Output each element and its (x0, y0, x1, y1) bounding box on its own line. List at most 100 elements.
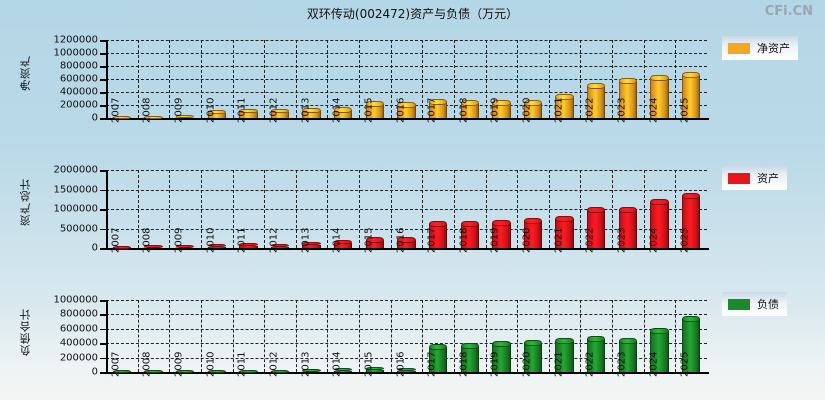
bar[interactable] (618, 338, 638, 372)
bar[interactable] (428, 221, 448, 248)
y-tick-label: 0 (91, 366, 98, 378)
bar[interactable] (365, 101, 385, 118)
y-tick-mark (100, 343, 106, 345)
bar[interactable] (460, 221, 479, 248)
bar[interactable] (492, 220, 511, 248)
bar[interactable] (334, 240, 353, 248)
bar[interactable] (144, 115, 163, 119)
bar-cap (302, 108, 321, 114)
bar[interactable] (650, 328, 669, 372)
bar[interactable] (302, 241, 321, 248)
bar[interactable] (492, 341, 511, 372)
x-tick-label: 2021 (553, 351, 565, 377)
bar[interactable] (112, 369, 131, 373)
gridline-v (517, 40, 519, 118)
y-tick-mark (100, 372, 106, 374)
bar[interactable] (397, 237, 416, 248)
bar[interactable] (682, 316, 701, 372)
x-tick-label: 2012 (268, 227, 280, 253)
bar[interactable] (397, 101, 416, 118)
bar[interactable] (175, 245, 195, 249)
x-tick-label: 2011 (236, 97, 248, 123)
bar[interactable] (523, 339, 543, 372)
bar[interactable] (587, 82, 606, 118)
bar[interactable] (270, 370, 290, 373)
bar-body (428, 224, 448, 248)
y-tick-mark (100, 248, 106, 250)
x-tick-label: 2024 (648, 227, 660, 253)
bar[interactable] (428, 99, 448, 118)
gridline-v (137, 40, 139, 118)
bar-cap (112, 369, 131, 373)
bar[interactable] (112, 246, 131, 249)
y-tick-mark (100, 209, 106, 211)
x-tick-label: 2007 (110, 97, 122, 123)
bar-body (334, 243, 353, 248)
gridline-v (643, 170, 645, 248)
bar[interactable] (144, 369, 163, 373)
bar-body (682, 74, 701, 118)
x-axis-line (106, 118, 709, 120)
bar[interactable] (207, 370, 226, 373)
bar[interactable] (239, 243, 258, 248)
gridline-v (295, 170, 297, 248)
bar[interactable] (175, 115, 195, 119)
bar[interactable] (492, 100, 511, 118)
bar[interactable] (587, 207, 606, 248)
x-tick-label: 2020 (521, 351, 533, 377)
legend-2[interactable]: 负债 (722, 292, 787, 316)
bar-body (555, 96, 574, 118)
bar[interactable] (270, 243, 290, 248)
y-tick-mark (100, 189, 106, 191)
bar[interactable] (523, 100, 543, 118)
bar[interactable] (555, 93, 574, 118)
bar[interactable] (239, 370, 258, 373)
bar[interactable] (207, 243, 226, 248)
bar[interactable] (682, 71, 701, 118)
x-tick-label: 2014 (331, 227, 343, 253)
y-tick-label: 500000 (59, 223, 98, 234)
bar[interactable] (650, 75, 669, 118)
bar[interactable] (618, 78, 638, 118)
bar[interactable] (587, 335, 606, 372)
y-tick-mark (100, 53, 106, 55)
bar[interactable] (302, 108, 321, 118)
bar[interactable] (460, 100, 479, 118)
bar[interactable] (334, 107, 353, 118)
gridline-v (264, 40, 266, 118)
bar[interactable] (618, 207, 638, 248)
y-tick-label: 0 (91, 112, 98, 124)
bar[interactable] (555, 337, 574, 372)
bar-body (492, 103, 511, 118)
bar[interactable] (334, 368, 353, 372)
bar[interactable] (365, 237, 385, 248)
bar[interactable] (460, 343, 479, 372)
x-tick-label: 2019 (489, 227, 501, 253)
bar[interactable] (175, 369, 195, 373)
bar[interactable] (397, 367, 416, 372)
legend-1[interactable]: 资产 (722, 166, 787, 190)
gridline-v (675, 40, 677, 118)
legend-0[interactable]: 净资产 (722, 36, 798, 60)
bar[interactable] (144, 245, 163, 249)
y-axis-label-1: 资产总计 (19, 178, 32, 226)
gridline-v (453, 300, 455, 372)
gridline-h (106, 92, 707, 93)
y-tick-label: 800000 (59, 60, 98, 72)
bar[interactable] (523, 218, 543, 248)
bar[interactable] (270, 108, 290, 118)
bar[interactable] (302, 368, 321, 372)
bar[interactable] (428, 343, 448, 372)
bar[interactable] (365, 367, 385, 372)
gridline-v (200, 170, 202, 248)
bar[interactable] (555, 216, 574, 248)
bar[interactable] (207, 110, 226, 118)
bar[interactable] (112, 116, 131, 119)
bar-cap (302, 368, 321, 372)
gridline-h (106, 300, 707, 301)
x-tick-label: 2018 (458, 227, 470, 253)
x-tick-label: 2010 (205, 351, 217, 377)
bar[interactable] (682, 192, 701, 248)
bar[interactable] (239, 108, 258, 118)
bar[interactable] (650, 199, 669, 248)
